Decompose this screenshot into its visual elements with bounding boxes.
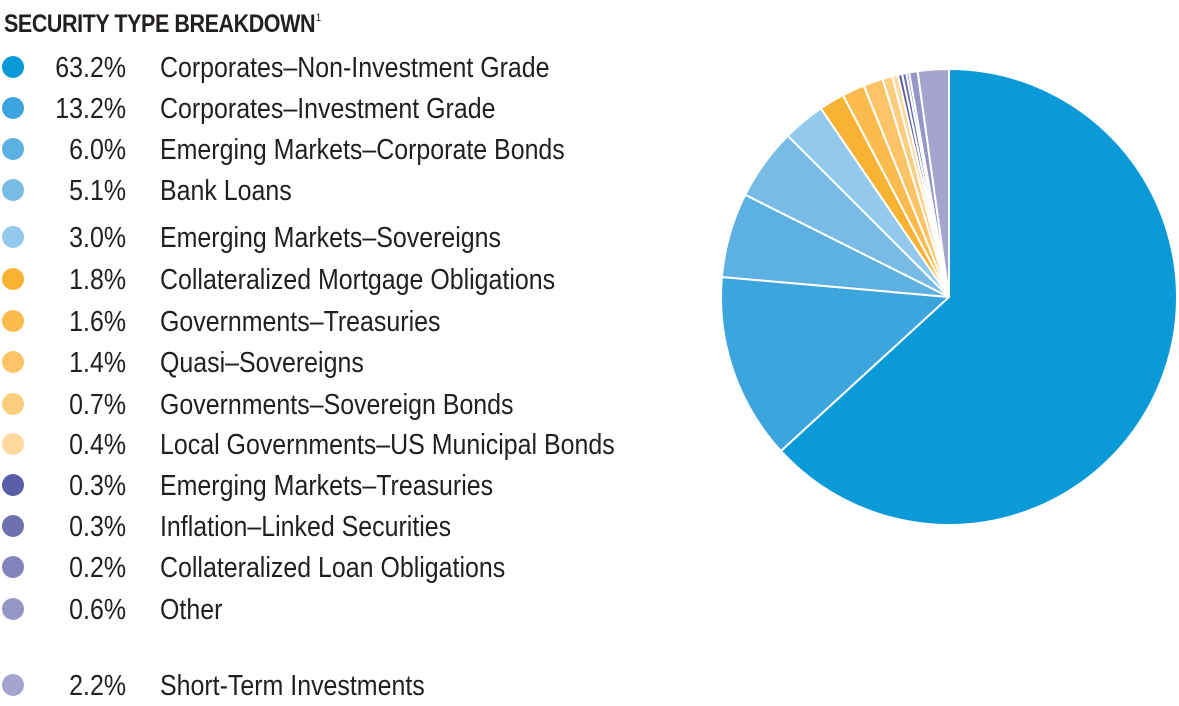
legend-label: Short-Term Investments: [160, 670, 425, 702]
legend-item: 63.2% Corporates–Non-Investment Grade: [0, 52, 700, 88]
legend-value: 3.0%: [69, 222, 126, 254]
legend-swatch: [2, 268, 24, 290]
legend-item: 6.0% Emerging Markets–Corporate Bonds: [0, 134, 700, 170]
chart-title-text: SECURITY TYPE BREAKDOWN: [4, 10, 316, 38]
legend-swatch: [2, 226, 24, 248]
legend-value: 0.3%: [69, 470, 126, 502]
legend-label: Collateralized Loan Obligations: [160, 552, 506, 584]
legend: 63.2% Corporates–Non-Investment Grade 13.2…: [0, 52, 700, 706]
legend-value: 6.0%: [69, 134, 126, 166]
legend-value: 0.6%: [69, 594, 126, 626]
legend-value: 13.2%: [55, 93, 126, 125]
legend-item: 1.6% Governments–Treasuries: [0, 306, 700, 342]
legend-label: Bank Loans: [160, 175, 292, 207]
legend-item: 2.2% Short-Term Investments: [0, 670, 700, 706]
legend-item: 0.7% Governments–Sovereign Bonds: [0, 389, 700, 425]
legend-label: Corporates–Non-Investment Grade: [160, 52, 550, 84]
pie-chart: [720, 67, 1178, 526]
legend-swatch: [2, 515, 24, 537]
legend-value: 1.8%: [69, 264, 126, 296]
legend-label: Governments–Sovereign Bonds: [160, 389, 514, 421]
legend-swatch: [2, 179, 24, 201]
legend-swatch: [2, 138, 24, 160]
legend-item: 0.3% Emerging Markets–Treasuries: [0, 470, 700, 506]
legend-label: Inflation–Linked Securities: [160, 511, 452, 543]
legend-label: Emerging Markets–Sovereigns: [160, 222, 502, 254]
legend-item: 1.4% Quasi–Sovereigns: [0, 347, 700, 383]
legend-label: Emerging Markets–Corporate Bonds: [160, 134, 565, 166]
pie-slice: [720, 275, 950, 452]
legend-swatch: [2, 351, 24, 373]
chart-title: SECURITY TYPE BREAKDOWN1: [4, 10, 321, 39]
legend-swatch: [2, 433, 24, 455]
legend-value: 1.6%: [69, 306, 126, 338]
legend-item: 0.4% Local Governments–US Municipal Bonds: [0, 429, 700, 465]
legend-label: Emerging Markets–Treasuries: [160, 470, 494, 502]
legend-item: 13.2% Corporates–Investment Grade: [0, 93, 700, 129]
legend-item: 0.3% Inflation–Linked Securities: [0, 511, 700, 547]
legend-swatch: [2, 556, 24, 578]
legend-value: 1.4%: [69, 347, 126, 379]
title-footnote-marker: 1: [315, 12, 321, 24]
legend-label: Other: [160, 594, 223, 626]
legend-label: Quasi–Sovereigns: [160, 347, 364, 379]
legend-item: 1.8% Collateralized Mortgage Obligations: [0, 264, 700, 300]
legend-swatch: [2, 674, 24, 696]
legend-item: 0.2% Collateralized Loan Obligations: [0, 552, 700, 588]
legend-label: Collateralized Mortgage Obligations: [160, 264, 556, 296]
legend-swatch: [2, 56, 24, 78]
legend-value: 0.2%: [69, 552, 126, 584]
legend-swatch: [2, 393, 24, 415]
legend-value: 0.4%: [69, 429, 126, 461]
legend-label: Local Governments–US Municipal Bonds: [160, 429, 615, 461]
pie-slice: [916, 67, 950, 298]
legend-value: 2.2%: [69, 670, 126, 702]
legend-swatch: [2, 310, 24, 332]
legend-value: 0.7%: [69, 389, 126, 421]
legend-swatch: [2, 474, 24, 496]
legend-item: 5.1% Bank Loans: [0, 175, 700, 211]
legend-label: Corporates–Investment Grade: [160, 93, 496, 125]
legend-value: 5.1%: [69, 175, 126, 207]
pie-slice: [779, 68, 1178, 526]
legend-value: 63.2%: [55, 52, 126, 84]
legend-value: 0.3%: [69, 511, 126, 543]
legend-swatch: [2, 97, 24, 119]
legend-item: 3.0% Emerging Markets–Sovereigns: [0, 222, 700, 258]
legend-label: Governments–Treasuries: [160, 306, 441, 338]
legend-swatch: [2, 598, 24, 620]
legend-item: 0.6% Other: [0, 594, 700, 630]
